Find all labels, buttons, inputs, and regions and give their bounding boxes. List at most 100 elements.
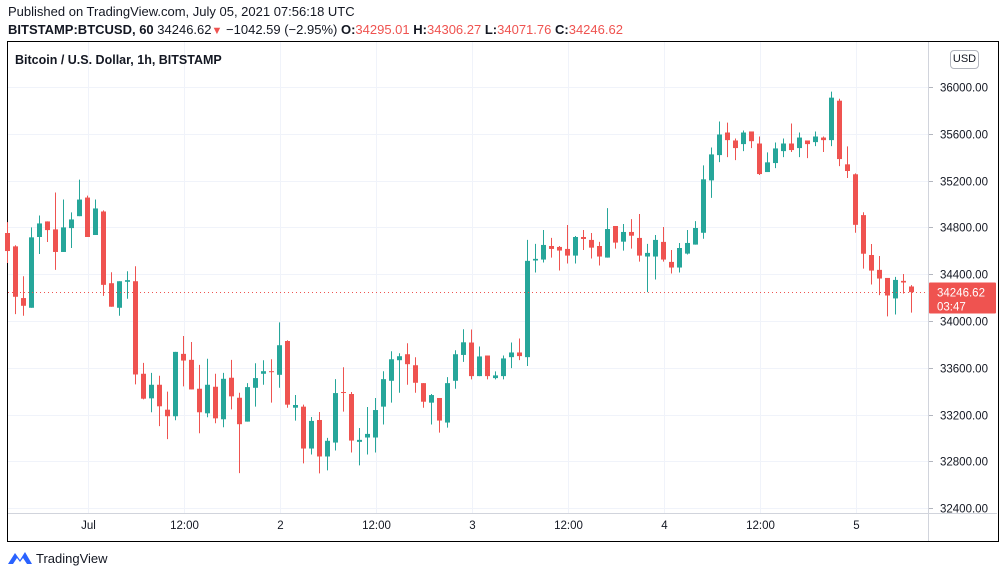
x-tick-label: 5 bbox=[853, 520, 859, 532]
candle-down bbox=[133, 281, 138, 375]
close-label: C: bbox=[555, 22, 569, 37]
candle-down bbox=[909, 286, 914, 293]
tradingview-logo[interactable]: TradingView bbox=[7, 549, 108, 567]
candle-down bbox=[101, 211, 106, 285]
candle-down bbox=[189, 359, 194, 390]
candle-down bbox=[757, 143, 762, 175]
candle-up bbox=[381, 379, 386, 407]
candle-down bbox=[485, 355, 490, 377]
candle-down bbox=[213, 386, 218, 419]
candle-up bbox=[461, 342, 466, 355]
last-price-marker bbox=[929, 282, 996, 314]
x-tick-label: Jul bbox=[81, 520, 96, 532]
candle-down bbox=[725, 132, 730, 141]
candle-up bbox=[309, 420, 314, 449]
candle-down bbox=[733, 140, 738, 149]
price-change: −1042.59 (−2.95%) bbox=[226, 22, 338, 37]
candle-up bbox=[261, 371, 266, 374]
candle-up bbox=[333, 393, 338, 443]
candle-up bbox=[685, 242, 690, 254]
close-value: 34246.62 bbox=[568, 22, 623, 37]
candle-down bbox=[637, 237, 642, 256]
candle-down bbox=[629, 231, 634, 236]
candle-down bbox=[821, 137, 826, 141]
candle-down bbox=[613, 225, 618, 243]
x-tick-label: 12:00 bbox=[554, 520, 583, 532]
candle-up bbox=[125, 280, 130, 282]
candle-down bbox=[597, 246, 602, 257]
open-label: O: bbox=[340, 22, 356, 37]
candle-up bbox=[149, 384, 154, 399]
candle-down bbox=[5, 233, 10, 252]
chart-title: Bitcoin / U.S. Dollar, 1h, BITSTAMP bbox=[15, 53, 222, 67]
chart-frame[interactable] bbox=[7, 41, 999, 542]
candle-down bbox=[237, 397, 242, 425]
candle-down bbox=[837, 100, 842, 160]
candle-down bbox=[853, 174, 858, 225]
candle-up bbox=[781, 143, 786, 152]
candle-up bbox=[509, 352, 514, 358]
candle-up bbox=[245, 387, 250, 422]
candle-down bbox=[269, 371, 274, 373]
candle-up bbox=[541, 244, 546, 260]
candle-down bbox=[317, 419, 322, 457]
bar-countdown: 03:47 bbox=[937, 302, 966, 314]
candle-down bbox=[197, 388, 202, 413]
candle-down bbox=[581, 236, 586, 239]
candle-up bbox=[605, 229, 610, 258]
candle-up bbox=[29, 237, 34, 308]
candle-down bbox=[589, 239, 594, 248]
candle-down bbox=[157, 384, 162, 407]
candle-down bbox=[901, 280, 906, 283]
y-tick-label: 35600.00 bbox=[940, 130, 988, 142]
candle-down bbox=[469, 342, 474, 377]
y-tick-label: 32800.00 bbox=[940, 457, 988, 469]
candle-up bbox=[397, 356, 402, 361]
candle-up bbox=[773, 148, 778, 164]
candle-down bbox=[517, 352, 522, 357]
candle-up bbox=[373, 410, 378, 438]
candle-up bbox=[813, 136, 818, 143]
candle-down bbox=[45, 221, 50, 231]
candle-down bbox=[549, 246, 554, 249]
candle-up bbox=[893, 279, 898, 299]
candle-down bbox=[301, 406, 306, 449]
open-value: 34295.01 bbox=[355, 22, 410, 37]
candle-up bbox=[717, 134, 722, 156]
triangle-down-icon: ▼ bbox=[211, 25, 223, 37]
candle-up bbox=[173, 351, 178, 417]
candle-up bbox=[573, 236, 578, 256]
candle-up bbox=[797, 137, 802, 149]
candle-up bbox=[709, 154, 714, 181]
candle-up bbox=[829, 97, 834, 141]
symbol-name: BITSTAMP:BTCUSD, 60 bbox=[8, 22, 154, 37]
candle-down bbox=[165, 409, 170, 417]
candle-down bbox=[885, 277, 890, 296]
candle-down bbox=[13, 246, 18, 297]
candle-up bbox=[117, 281, 122, 308]
candle-down bbox=[869, 255, 874, 271]
candle-up bbox=[357, 439, 362, 442]
candle-up bbox=[621, 231, 626, 242]
candle-up bbox=[325, 440, 330, 457]
candle-up bbox=[653, 239, 658, 257]
candle-down bbox=[877, 269, 882, 279]
candle-down bbox=[21, 298, 26, 306]
candle-up bbox=[365, 433, 370, 438]
candle-down bbox=[557, 246, 562, 251]
candle-down bbox=[53, 229, 58, 252]
candle-up bbox=[221, 378, 226, 420]
candle-up bbox=[645, 252, 650, 257]
candle-up bbox=[77, 199, 82, 217]
x-tick-label: 3 bbox=[469, 520, 475, 532]
candle-up bbox=[445, 383, 450, 423]
y-tick-label: 32400.00 bbox=[940, 504, 988, 516]
tradingview-logo-icon bbox=[8, 552, 32, 564]
candle-down bbox=[421, 383, 426, 402]
y-tick-label: 35200.00 bbox=[940, 177, 988, 189]
currency-button[interactable]: USD bbox=[950, 50, 979, 69]
candle-down bbox=[405, 354, 410, 365]
candle-down bbox=[181, 353, 186, 361]
published-caption: Published on TradingView.com, July 05, 2… bbox=[8, 4, 355, 19]
